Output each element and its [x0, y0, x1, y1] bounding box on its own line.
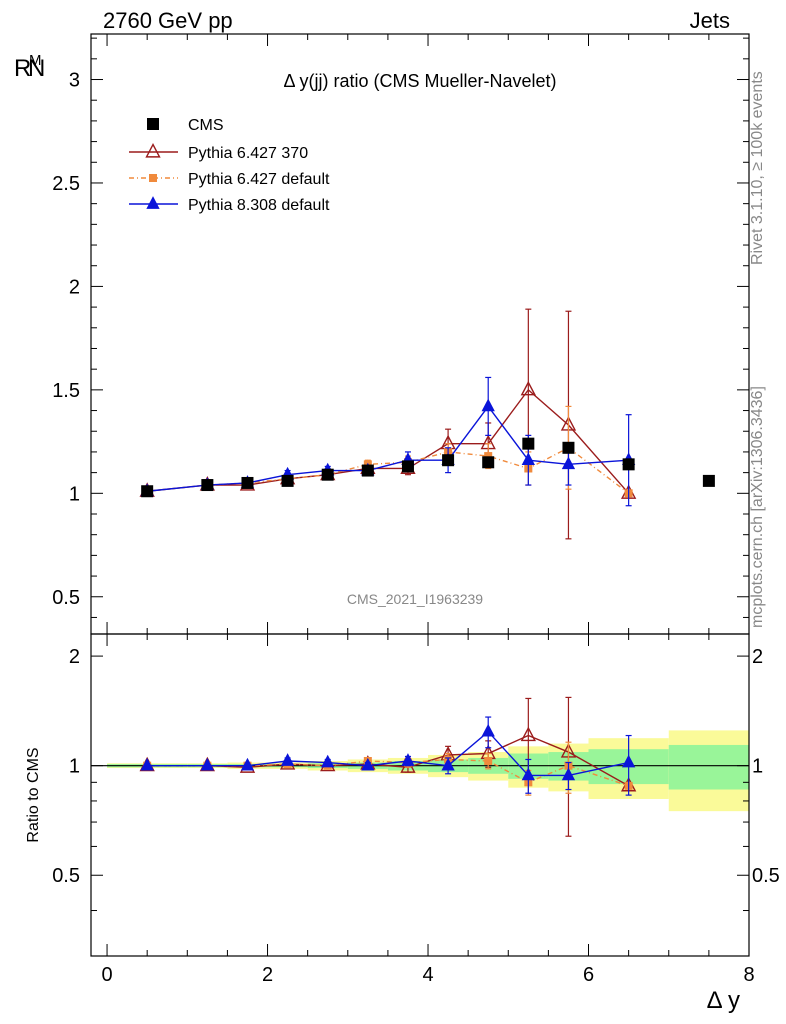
legend-marker-pythia-6-427-default [149, 174, 157, 182]
header-left-label: 2760 GeV pp [103, 8, 233, 33]
main-line-pythia-6-427-default [147, 446, 630, 494]
main-point-cms [281, 474, 294, 487]
ratio-line-pythia-8-308-default [147, 730, 629, 777]
band-inner [668, 744, 749, 790]
main-point-cms [622, 458, 635, 471]
header-right-label: Jets [690, 8, 730, 33]
chart-title: Δ y(jj) ratio (CMS Mueller-Navelet) [283, 71, 556, 91]
ratio-y-tick-label-right: 0.5 [752, 865, 780, 887]
ratio-point-pythia-8-308-default [140, 757, 154, 771]
mcplots-label: mcplots.cern.ch [arXiv:1306.3436] [749, 386, 766, 628]
main-point-cms [702, 474, 715, 487]
y-axis-label: R M N [14, 52, 45, 82]
x-tick-label: 0 [101, 964, 112, 986]
ratio-y-tick-label: 0.5 [52, 865, 80, 887]
ratio-point-pythia-8-308-default [621, 754, 636, 768]
ratio-point-pythia-8-308-default [240, 757, 255, 771]
legend-entry-pythia-6-427-370: Pythia 6.427 370 [129, 143, 308, 162]
main-point-cms [201, 479, 214, 492]
main-line-pythia-6-427-370 [147, 388, 630, 494]
ratio-point-pythia-8-308-default [481, 723, 495, 737]
x-axis-label: Δ y [707, 987, 740, 1014]
ratio-point-pythia-8-308-default [401, 753, 415, 766]
ratio-line-pythia-6-427-default [147, 758, 629, 787]
legend: CMS Pythia 6.427 370 Pythia 6.427 default P… [129, 117, 330, 214]
ratio-point-pythia-8-308-default [441, 757, 455, 771]
legend-marker-pythia-8-308-default [146, 196, 160, 209]
main-series-pythia-6-427-default [143, 405, 633, 498]
legend-marker-cms [147, 118, 159, 130]
ratio-point-pythia-8-308-default [561, 767, 576, 781]
legend-label-pythia-6-427-370: Pythia 6.427 370 [188, 145, 308, 162]
main-series-cms [141, 437, 715, 498]
ratio-y-tick-label-right: 2 [752, 646, 763, 668]
main-series-pythia-6-427-370 [139, 308, 637, 540]
ratio-y-tick-label-right: 1 [752, 756, 763, 778]
data-series [139, 308, 715, 837]
axis-ticks: 0 2 4 6 8 0.5 1 1.5 2 2.5 3 0.5 0.5 1 1 2 2 [52, 34, 780, 986]
main-series-pythia-8-308-default [140, 376, 636, 507]
ratio-point-pythia-6-427-370 [520, 726, 536, 742]
main-point-cms [141, 485, 154, 498]
legend-entry-pythia-6-427-default: Pythia 6.427 default [129, 171, 330, 188]
legend-entry-pythia-8-308-default: Pythia 8.308 default [129, 196, 330, 214]
legend-label-cms: CMS [188, 117, 224, 134]
main-point-cms [562, 441, 575, 454]
legend-marker-pythia-6-427-370 [145, 143, 161, 158]
ratio-y-axis-label: Ratio to CMS [25, 747, 42, 842]
analysis-id: CMS_2021_I1963239 [347, 591, 483, 607]
y-tick-label: 1 [69, 483, 80, 505]
main-point-cms [522, 437, 535, 450]
x-tick-label: 6 [583, 964, 594, 986]
main-point-cms [321, 468, 334, 481]
legend-label-pythia-8-308-default: Pythia 8.308 default [188, 197, 330, 214]
main-point-cms [442, 454, 455, 467]
ratio-point-pythia-6-427-default [484, 756, 493, 765]
main-point-pythia-8-308-default [561, 456, 576, 470]
main-point-pythia-6-427-370 [520, 380, 536, 396]
y-tick-label: 1.5 [52, 380, 80, 402]
main-point-cms [401, 460, 414, 473]
main-line-pythia-8-308-default [147, 405, 629, 492]
legend-entry-cms: CMS [147, 117, 224, 134]
x-tick-label: 2 [262, 964, 273, 986]
main-point-cms [361, 464, 374, 477]
ratio-point-pythia-8-308-default [321, 754, 335, 768]
main-point-cms [482, 456, 495, 469]
ratio-line-pythia-6-427-370 [147, 734, 629, 787]
y-tick-label: 3 [69, 70, 80, 92]
ratio-y-tick-label: 1 [69, 756, 80, 778]
main-point-pythia-8-308-default [481, 398, 495, 412]
y-tick-label: 2.5 [52, 173, 80, 195]
x-tick-label: 8 [743, 964, 754, 986]
y-tick-label: 2 [69, 276, 80, 298]
legend-label-pythia-6-427-default: Pythia 6.427 default [188, 171, 330, 188]
y-axis-label-n: N [28, 55, 45, 82]
main-point-cms [241, 476, 254, 489]
x-tick-label: 4 [422, 964, 433, 986]
ratio-point-pythia-8-308-default [280, 753, 295, 766]
ratio-point-pythia-8-308-default [200, 757, 215, 771]
ratio-point-pythia-8-308-default [361, 757, 375, 771]
ratio-panel-frame [90, 633, 750, 957]
y-tick-label: 0.5 [52, 587, 80, 609]
rivet-label: Rivet 3.1.10, ≥ 100k events [749, 71, 766, 265]
y-axis-label-m: M [29, 52, 42, 69]
main-point-pythia-8-308-default [521, 452, 535, 466]
ratio-series-pythia-8-308-default [140, 716, 636, 796]
ratio-y-tick-label: 2 [69, 646, 80, 668]
y-axis-label-r: R [14, 55, 31, 82]
ratio-point-pythia-8-308-default [521, 767, 535, 781]
